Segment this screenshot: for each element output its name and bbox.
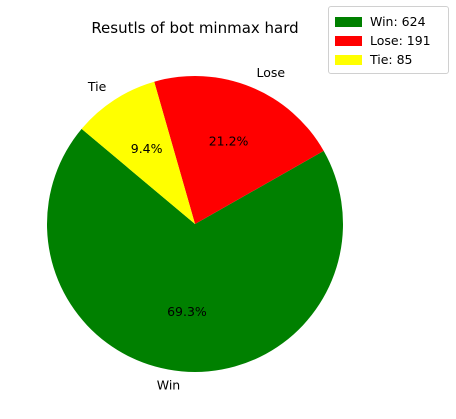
legend-swatch-lose — [335, 35, 362, 46]
legend-item-tie: Tie: 85 — [335, 50, 442, 69]
percent-label-win: 69.3% — [167, 304, 207, 319]
percent-label-tie: 9.4% — [131, 141, 163, 156]
chart-title: Resutls of bot minmax hard — [91, 19, 298, 37]
legend-label-win: Win: 624 — [370, 14, 426, 29]
category-label-lose: Lose — [257, 65, 286, 80]
legend-item-win: Win: 624 — [335, 12, 442, 31]
legend-swatch-win — [335, 16, 362, 27]
legend-label-tie: Tie: 85 — [370, 52, 413, 67]
pie-slice-tie — [81, 81, 195, 224]
category-label-win: Win — [157, 378, 180, 393]
percent-label-lose: 21.2% — [209, 133, 249, 148]
pie-slice-win — [46, 128, 343, 372]
legend-label-lose: Lose: 191 — [370, 33, 431, 48]
legend-item-lose: Lose: 191 — [335, 31, 442, 50]
category-label-tie: Tie — [87, 79, 107, 94]
legend-swatch-tie — [335, 54, 362, 65]
pie-slice-lose — [154, 76, 324, 224]
chart-legend: Win: 624 Lose: 191 Tie: 85 — [328, 6, 449, 74]
